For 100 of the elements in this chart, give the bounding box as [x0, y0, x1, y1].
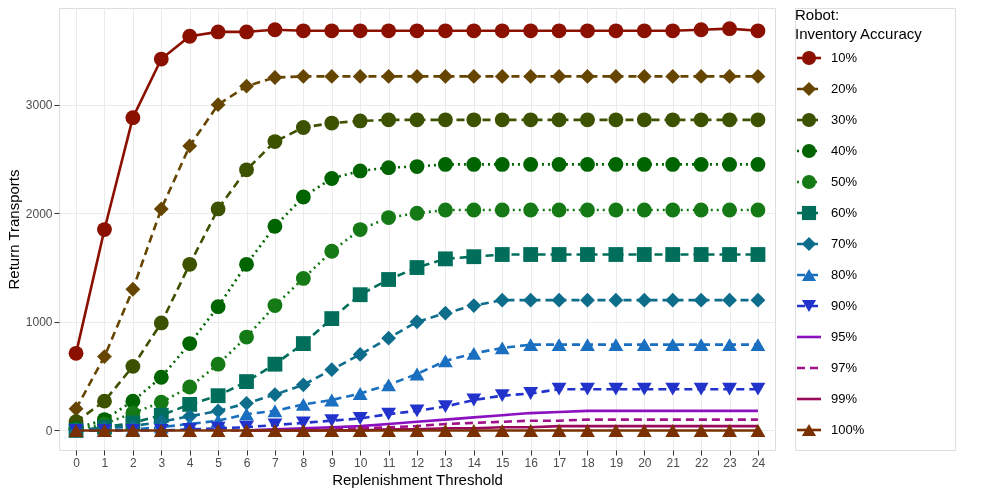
x-tick-label: 23: [723, 455, 738, 470]
point: [409, 367, 425, 381]
point: [693, 69, 709, 84]
x-tick-label: 16: [524, 455, 539, 470]
point: [580, 112, 595, 128]
point: [295, 377, 311, 393]
x-tick-label: 19: [609, 455, 624, 470]
point: [693, 202, 709, 218]
point: [523, 69, 539, 84]
point: [551, 202, 567, 218]
point: [722, 202, 737, 218]
point: [494, 341, 510, 355]
point: [523, 156, 539, 172]
x-tick-label: 11: [382, 455, 396, 470]
point: [665, 23, 681, 39]
point: [523, 387, 539, 400]
point: [68, 345, 84, 361]
point: [636, 424, 652, 437]
point: [750, 338, 766, 352]
legend-label: 70%: [831, 236, 858, 251]
point: [523, 424, 539, 437]
point: [466, 23, 482, 39]
point: [494, 69, 510, 84]
point: [722, 338, 737, 352]
x-tick-label: 12: [410, 455, 425, 470]
point: [381, 272, 396, 287]
point: [466, 156, 482, 172]
point: [722, 382, 737, 396]
point: [153, 394, 169, 410]
point: [324, 23, 340, 39]
point: [580, 156, 595, 172]
point: [267, 404, 283, 418]
point: [466, 202, 482, 218]
point: [636, 202, 652, 218]
point: [693, 424, 709, 437]
point: [153, 201, 169, 217]
point: [438, 69, 453, 84]
point: [352, 163, 368, 179]
x-axis-title: Replenishment Threshold: [332, 470, 503, 488]
point: [409, 314, 425, 330]
x-tick-label: 9: [328, 455, 336, 470]
point: [438, 424, 453, 437]
point: [750, 424, 766, 437]
legend-label: 30%: [831, 112, 858, 127]
y-axis-title: Return Transports: [4, 169, 22, 290]
legend-title: Robot: Inventory Accuracy: [795, 6, 923, 42]
point: [580, 23, 595, 39]
point: [210, 388, 226, 404]
point: [352, 347, 368, 362]
point: [580, 382, 595, 396]
point: [438, 156, 453, 172]
point: [381, 424, 396, 437]
point: [523, 112, 539, 128]
legend-label: 20%: [831, 81, 858, 96]
point: [665, 382, 681, 396]
point: [551, 112, 567, 128]
x-tick-label: 21: [666, 455, 681, 470]
point: [580, 424, 595, 437]
x-tick-label: 14: [467, 455, 482, 470]
point: [409, 404, 425, 418]
point: [267, 387, 283, 403]
point: [608, 292, 624, 308]
point: [239, 329, 254, 345]
x-tick-label: 13: [439, 455, 453, 470]
point: [722, 247, 737, 262]
point: [210, 299, 226, 315]
point: [267, 424, 283, 437]
point: [665, 424, 681, 437]
point: [295, 69, 311, 84]
point: [409, 205, 425, 221]
point: [182, 396, 198, 412]
point: [381, 23, 396, 39]
x-tick-label: 7: [272, 455, 280, 470]
point: [125, 281, 141, 297]
legend-label: 10%: [831, 50, 858, 65]
point: [580, 247, 595, 262]
point: [324, 171, 340, 186]
legend-label: 40%: [831, 143, 858, 158]
point: [438, 305, 453, 321]
point: [551, 424, 567, 437]
point: [438, 202, 453, 218]
point: [295, 336, 311, 351]
point: [210, 24, 226, 40]
x-tick-label: 0: [73, 455, 81, 470]
point: [239, 162, 254, 178]
point: [608, 23, 624, 39]
x-tick-label: 6: [243, 455, 251, 470]
point: [665, 112, 681, 128]
point: [295, 397, 311, 411]
point: [182, 28, 198, 44]
point: [722, 156, 737, 172]
point: [324, 243, 340, 259]
point: [466, 298, 482, 313]
point: [409, 23, 425, 39]
legend-label: 80%: [831, 267, 858, 282]
point: [352, 222, 368, 237]
point: [722, 21, 737, 37]
point: [324, 115, 340, 131]
point: [665, 202, 681, 218]
x-tick-label: 8: [300, 455, 308, 470]
